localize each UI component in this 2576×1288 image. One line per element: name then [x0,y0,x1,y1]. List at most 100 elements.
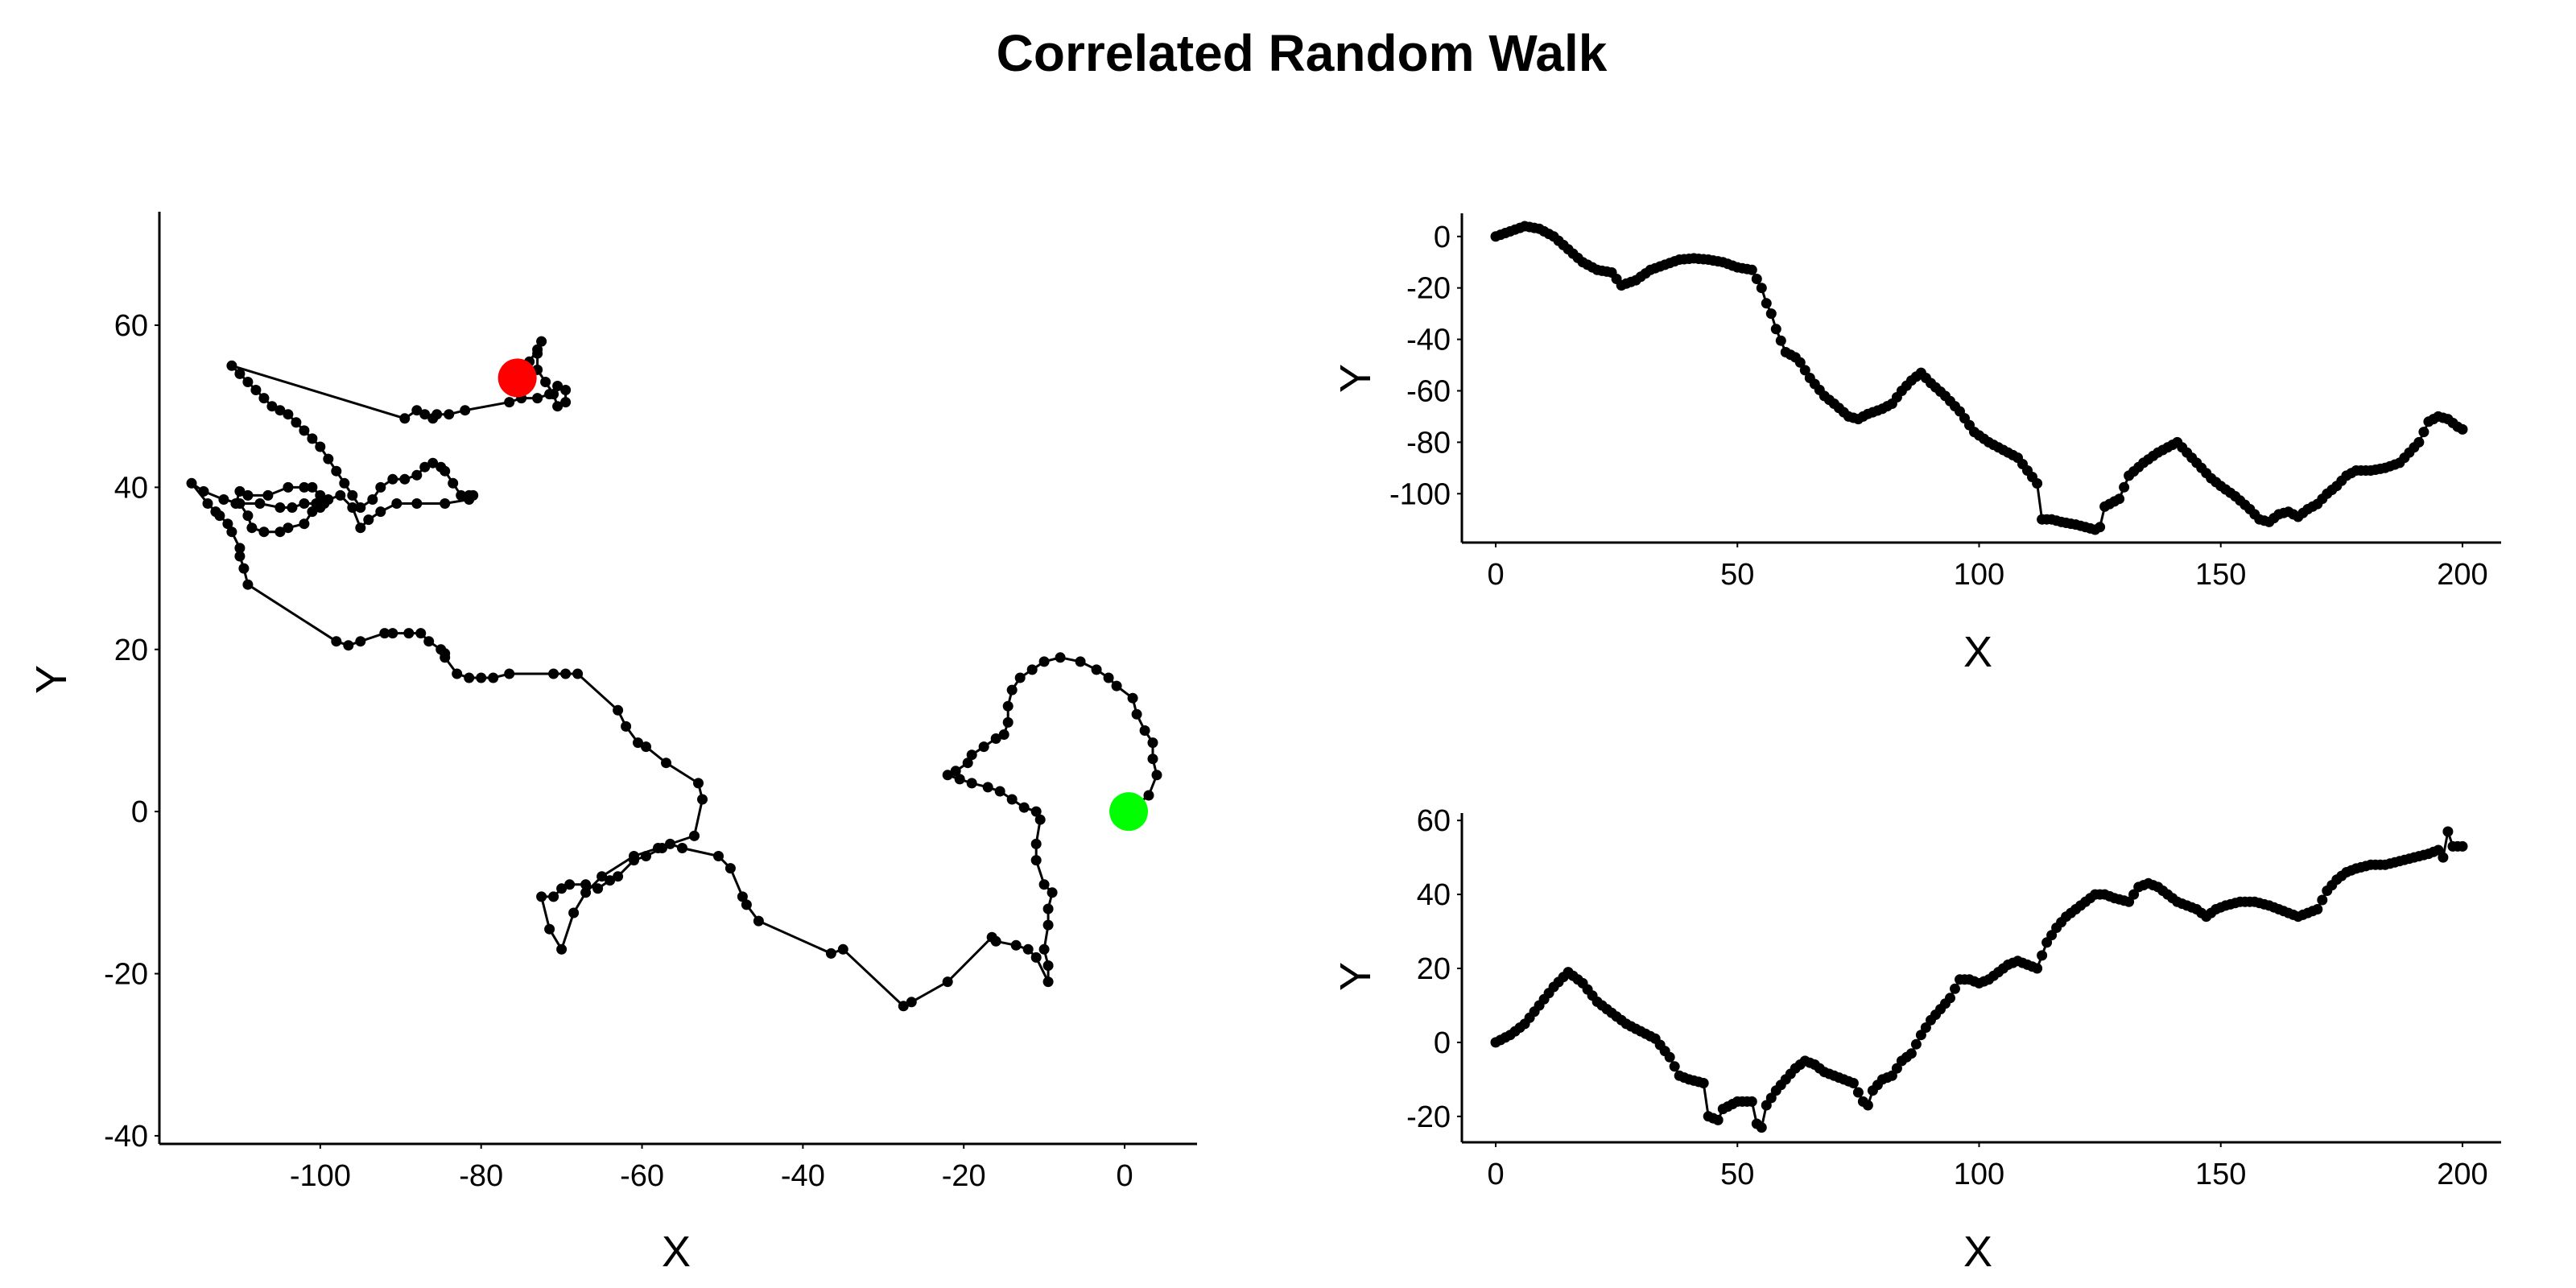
data-point [568,907,580,919]
data-point [1756,1122,1767,1133]
data-point [1891,1063,1902,1074]
data-point [592,883,604,894]
data-point [536,891,547,902]
data-point [724,863,736,874]
data-point [1905,1048,1917,1059]
y-tick-label: -40 [104,1120,148,1154]
data-point [2317,894,2328,906]
data-point [552,381,564,391]
data-point [1756,283,1767,294]
data-point [1022,943,1034,955]
data-point [1127,692,1138,704]
data-point [1075,656,1086,667]
data-point [375,481,386,493]
y-tick-label: -20 [104,958,148,992]
data-point [741,899,752,910]
data-point [230,498,242,509]
data-point [1143,790,1154,801]
data-point [287,502,298,513]
data-point [2114,493,2125,505]
data-point [1775,335,1786,346]
data-point [2119,481,2130,493]
data-point [488,672,499,683]
data-point [548,668,559,679]
start-marker [1109,792,1149,832]
data-point [1038,656,1050,667]
data-point [641,741,651,753]
data-point [1042,976,1054,988]
data-point [456,489,467,501]
x-tick-label: 200 [2437,1158,2487,1191]
chart-title: Correlated Random Walk [997,24,1608,82]
data-point [2312,904,2323,914]
data-point [1950,983,1960,994]
data-point [982,782,993,793]
data-point [363,514,374,526]
data-point [323,453,334,464]
data-point [1765,308,1777,320]
data-point [331,636,342,647]
x-component-y-axis-label: Y [1331,364,1380,393]
data-point [1026,664,1038,675]
x-tick-label: -60 [620,1159,664,1193]
data-point [476,672,487,683]
data-point [226,526,237,538]
data-point [335,489,346,501]
data-point [275,502,286,513]
data-point [1002,716,1013,728]
data-point [411,405,423,416]
data-point [540,377,551,387]
data-point [1698,1078,1709,1088]
data-point [653,843,663,853]
data-point [387,628,398,639]
data-point [448,477,459,489]
data-point [536,336,547,347]
data-point [1111,680,1122,691]
data-point [299,481,310,493]
data-point [1712,1114,1724,1125]
data-point [460,405,471,416]
y-tick-label: 60 [114,309,148,343]
data-point [2046,930,2058,941]
data-point [186,477,197,489]
data-point [994,786,1005,797]
data-point [234,485,246,497]
data-point [411,469,423,481]
x-tick-label: 200 [2437,558,2487,592]
data-point [641,851,651,861]
data-point [1945,993,1955,1004]
data-point [1091,664,1102,675]
data-point [942,976,953,988]
x-tick-label: 0 [1116,1159,1133,1193]
data-point [464,489,475,501]
data-point [464,672,475,683]
data-point [825,947,836,959]
data-point [299,425,310,436]
data-point [986,931,997,943]
data-point [629,851,639,861]
y-tick-label: 40 [114,471,148,505]
data-point [954,774,965,785]
data-point [1103,672,1114,683]
data-point [234,543,246,554]
data-point [1147,753,1158,765]
data-point [427,457,439,469]
data-point [198,485,209,497]
data-point [331,465,342,477]
data-point [1862,1100,1873,1111]
data-point [2413,436,2425,448]
data-point [504,397,515,408]
data-point [226,360,237,371]
x-tick-label: 100 [1954,1158,2004,1191]
data-point [2032,478,2043,489]
x-tick-label: -80 [459,1159,503,1193]
y-component-x-axis-label: X [1963,1228,1992,1276]
y-tick-label: 0 [1434,1026,1451,1060]
data-point [1042,903,1054,914]
data-point [580,879,592,890]
data-point [234,368,246,379]
data-point [1847,1078,1859,1088]
data-point [436,461,447,473]
data-point [605,875,616,886]
data-point [1852,1087,1864,1098]
